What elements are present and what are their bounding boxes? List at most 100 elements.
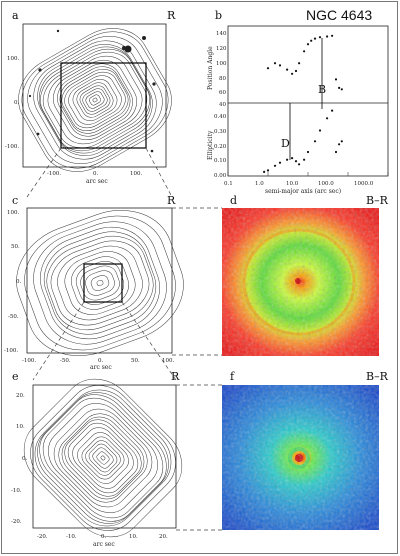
data-point — [310, 39, 313, 42]
panel-a-isophote — [57, 63, 133, 137]
panel-e-isophote — [64, 419, 142, 497]
panel-a-xtick-1: -100. — [47, 171, 61, 177]
panel-c-ytick-2: 50. — [11, 244, 20, 250]
panel-c-ytick-1: 100. — [7, 210, 19, 216]
panel-b-top-tick-2: 120 — [216, 46, 227, 52]
panel-e-isophote — [85, 440, 121, 476]
data-point — [273, 62, 277, 65]
marker-b-label: B — [318, 83, 326, 96]
panel-a-contours — [18, 28, 172, 172]
panel-c-isophote — [46, 235, 154, 331]
panel-e-ytick-3: 0. — [22, 456, 27, 462]
panel-e-xlabel: arc sec — [93, 541, 115, 548]
panel-e-ytick-1: 20. — [16, 393, 25, 399]
panel-a-isophote — [92, 97, 98, 103]
panel-c-isophote — [85, 270, 115, 296]
panel-a-frame — [22, 23, 167, 168]
data-point — [334, 150, 338, 154]
panel-a-isophote — [47, 55, 143, 145]
panel-e: e R 20. 10. 0. -10. -20. -20. -10. 0. 10… — [11, 370, 183, 548]
panel-c-frame — [26, 207, 173, 354]
panel-b-top-tick-6: 40 — [219, 102, 226, 108]
panel-e-isophote — [53, 408, 153, 508]
panel-c-isophote — [96, 280, 104, 286]
panel-e-isophote — [81, 436, 125, 480]
connector-c-d — [32, 207, 222, 381]
panel-a-xtick-2: 0. — [93, 171, 98, 177]
panel-b-top-tick-5: 60 — [219, 90, 226, 96]
panel-b-bottom-ylabel: Ellipticity — [207, 130, 214, 160]
panel-e-xtick-4: 10. — [129, 534, 138, 540]
data-point — [303, 158, 306, 161]
panel-a-isophote — [38, 46, 152, 154]
panel-e-xtick-2: -10. — [66, 534, 77, 540]
panel-e-isophote — [77, 432, 129, 484]
data-point — [291, 72, 294, 75]
panel-c-xtick-3: 0. — [98, 358, 103, 364]
panel-e-xtick-1: -20. — [37, 534, 48, 540]
data-point — [298, 62, 301, 65]
panel-d: d B–R — [222, 194, 389, 356]
panel-e-isophote — [34, 389, 172, 527]
panel-a-label: a — [12, 9, 19, 22]
panel-a-isophote — [21, 31, 169, 169]
panel-a: a R 100. 0. -100. -100. 0. 100. arc sec — [5, 9, 176, 185]
panel-b-bot-tick-5: 0.00 — [214, 173, 227, 179]
panel-b-top-tick-4: 80 — [219, 76, 226, 82]
figure-title: NGC 4643 — [306, 7, 372, 23]
panel-e-isophote — [48, 403, 158, 513]
panel-c-ytick-3: 0. — [16, 279, 21, 285]
data-point — [278, 161, 282, 164]
panel-a-isophote — [85, 91, 105, 109]
data-point — [294, 69, 298, 73]
data-point — [318, 36, 322, 39]
data-point — [306, 43, 310, 46]
panel-e-band: R — [171, 370, 180, 383]
panel-e-ytick-2: 10. — [16, 424, 25, 430]
panel-b-xlabel: semi-major axis (arc sec) — [265, 188, 341, 195]
panel-c-band: R — [167, 194, 176, 207]
panel-c: c R 100. 50. 0. -50. -100. -100. -50. 0.… — [4, 194, 184, 371]
panel-c-isophote — [16, 210, 184, 356]
panel-e-xtick-3: 0. — [101, 534, 106, 540]
data-point — [331, 34, 334, 37]
panel-b-bot-tick-2: 0.30 — [214, 129, 227, 135]
data-point — [326, 117, 329, 120]
panel-a-xtick-3: 100. — [130, 171, 142, 177]
panel-a-isophote — [37, 44, 153, 156]
panel-e-ytick-5: -20. — [11, 519, 22, 525]
data-point — [273, 164, 277, 167]
panel-a-zoom-box — [60, 62, 147, 149]
panel-e-isophote — [88, 443, 118, 473]
panel-b-ellipticity-series — [263, 109, 343, 173]
panel-e-isophote — [42, 397, 164, 519]
panel-e-isophote — [30, 385, 176, 531]
panel-c-isophote — [57, 245, 143, 321]
panel-a-isophote — [40, 48, 150, 152]
panel-a-isophote — [59, 66, 131, 134]
panel-b-bot-tick-4: 0.10 — [214, 158, 227, 164]
panel-b-top-tick-3: 100 — [216, 61, 227, 67]
panel-b-xtick-5: 1000.0 — [354, 181, 374, 187]
panel-e-frame — [32, 384, 177, 529]
data-point — [266, 169, 270, 172]
panel-a-isophote — [53, 59, 137, 141]
data-point — [326, 35, 329, 38]
data-point — [263, 170, 266, 173]
panel-a-stars — [28, 29, 156, 153]
panel-a-isophote — [18, 28, 172, 172]
panel-e-isophote — [67, 422, 139, 494]
panel-c-isophote — [80, 265, 120, 301]
panel-e-isophote — [72, 427, 134, 489]
panel-b: b NGC 4643 D B Position Angle Ellipticit… — [207, 7, 389, 195]
panel-b-ticks — [227, 172, 389, 176]
panel-a-isophote — [61, 69, 129, 131]
panel-c-isophote — [71, 256, 129, 310]
panel-f: f B–R — [222, 370, 389, 530]
data-point — [306, 150, 310, 154]
panel-c-isophote — [40, 226, 160, 340]
panel-e-isophote — [37, 392, 169, 524]
panel-e-isophote — [58, 413, 148, 503]
